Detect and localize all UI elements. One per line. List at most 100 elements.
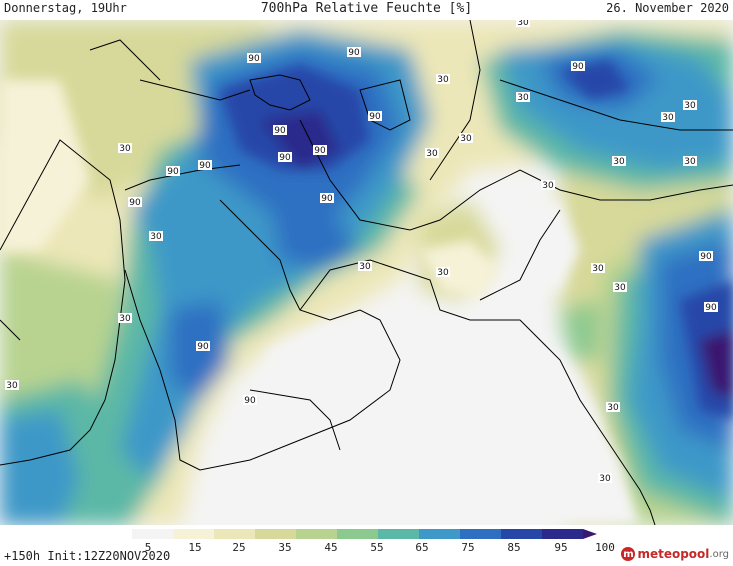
colorbar-segment bbox=[337, 529, 378, 539]
contour-label-box bbox=[198, 160, 212, 170]
contour-label-box bbox=[320, 193, 334, 203]
contour-label: 90 bbox=[348, 48, 360, 58]
contour-label-box bbox=[273, 125, 287, 135]
colorbar bbox=[132, 529, 597, 539]
contour-label-box bbox=[571, 61, 585, 71]
contour-label-box bbox=[612, 156, 626, 166]
contour-label-box bbox=[661, 112, 675, 122]
contour-label: 90 bbox=[700, 252, 712, 262]
colorbar-tick-label: 85 bbox=[507, 541, 521, 554]
contour-label-box bbox=[436, 74, 450, 84]
colorbar-tick-label: 5 bbox=[144, 541, 152, 554]
contour-label-box bbox=[128, 197, 142, 207]
contour-label-box bbox=[516, 92, 530, 102]
colorbar-tick-label: 15 bbox=[188, 541, 202, 554]
meteopool-logo: m meteopool .org bbox=[621, 545, 729, 563]
contour-label-box bbox=[5, 380, 19, 390]
colorbar-segment bbox=[132, 529, 173, 539]
contour-label: 30 bbox=[359, 262, 371, 272]
contour-label-box bbox=[166, 166, 180, 176]
init-time-label: +150h Init:12Z20NOV2020 bbox=[4, 549, 171, 563]
contour-label: 90 bbox=[321, 194, 333, 204]
humidity-map: 90 90 90 90 90 90 90 90 90 90 90 90 90 90 90 30 30 30 30 30… bbox=[0, 20, 733, 525]
colorbar-tick-label: 100 bbox=[595, 541, 615, 554]
colorbar-segment bbox=[419, 529, 460, 539]
contour-label-box bbox=[436, 267, 450, 277]
logo-tld: .org bbox=[709, 548, 729, 560]
colorbar-segment bbox=[460, 529, 501, 539]
contour-label: 30 bbox=[613, 157, 625, 167]
contour-label-box bbox=[541, 180, 555, 190]
colorbar-segment bbox=[378, 529, 419, 539]
contour-label-box bbox=[118, 313, 132, 323]
colorbar-tick-label: 95 bbox=[554, 541, 568, 554]
humidity-field-core bbox=[0, 60, 733, 525]
contour-label: 90 bbox=[197, 342, 209, 352]
contour-label: 30 bbox=[684, 101, 696, 111]
map-canvas: 90 90 90 90 90 90 90 90 90 90 90 90 90 90 90 30 30 30 30 30… bbox=[0, 20, 733, 525]
colorbar-segment bbox=[542, 529, 583, 539]
map-footer: 5 15 25 35 45 55 65 75 85 95 100 +150h Init:12Z20N… bbox=[0, 525, 733, 566]
colorbar-segment bbox=[214, 529, 255, 539]
contour-label-box bbox=[683, 100, 697, 110]
colorbar-tick-label: 75 bbox=[461, 541, 475, 554]
contour-label-box bbox=[598, 473, 612, 483]
contour-label-box bbox=[704, 302, 718, 312]
coastlines bbox=[0, 20, 733, 525]
contour-label: 30 bbox=[684, 157, 696, 167]
contour-label: 30 bbox=[662, 113, 674, 123]
contour-label-box bbox=[459, 133, 473, 143]
contour-label-box bbox=[196, 341, 210, 351]
map-title: 700hPa Relative Feuchte [%] bbox=[260, 1, 473, 16]
contour-labels: 90 90 90 90 90 90 90 90 90 90 90 90 90 90 90 30 30 30 30 30… bbox=[5, 20, 718, 484]
valid-day-label: Donnerstag, 19Uhr bbox=[4, 1, 127, 15]
contour-label: 90 bbox=[705, 303, 717, 313]
contour-label: 30 bbox=[592, 264, 604, 274]
map-header: Donnerstag, 19Uhr 700hPa Relative Feucht… bbox=[0, 0, 733, 20]
contour-label: 90 bbox=[199, 161, 211, 171]
contour-label-box bbox=[247, 53, 261, 63]
colorbar-segment bbox=[296, 529, 337, 539]
contour-label-box bbox=[591, 263, 605, 273]
contour-label-box bbox=[425, 148, 439, 158]
contour-label: 30 bbox=[607, 403, 619, 413]
contour-label: 30 bbox=[599, 474, 611, 484]
colorbar-tick-label: 25 bbox=[232, 541, 246, 554]
contour-label: 30 bbox=[517, 20, 529, 28]
colorbar-segment bbox=[255, 529, 296, 539]
contour-label-box bbox=[358, 261, 372, 271]
contour-label: 90 bbox=[274, 126, 286, 136]
contour-label: 90 bbox=[279, 153, 291, 163]
contour-label: 30 bbox=[426, 149, 438, 159]
contour-label: 90 bbox=[572, 62, 584, 72]
contour-label: 90 bbox=[248, 54, 260, 64]
contour-label: 30 bbox=[614, 283, 626, 293]
contour-label-box bbox=[278, 152, 292, 162]
colorbar-tick-label: 35 bbox=[278, 541, 292, 554]
contour-label: 30 bbox=[460, 134, 472, 144]
contour-label-box bbox=[243, 395, 257, 405]
contour-label-box bbox=[149, 231, 163, 241]
colorbar-segment bbox=[173, 529, 214, 539]
contour-label: 90 bbox=[244, 396, 256, 406]
contour-label: 90 bbox=[314, 146, 326, 156]
contour-label-box bbox=[347, 47, 361, 57]
contour-label-box bbox=[313, 145, 327, 155]
logo-name: meteopool bbox=[637, 547, 710, 561]
contour-label: 30 bbox=[150, 232, 162, 242]
contour-label: 30 bbox=[6, 381, 18, 391]
contour-label-box bbox=[683, 156, 697, 166]
contour-label: 30 bbox=[437, 268, 449, 278]
contour-label-box bbox=[368, 111, 382, 121]
colorbar-tick-label: 45 bbox=[324, 541, 338, 554]
contour-label: 30 bbox=[542, 181, 554, 191]
contour-label: 30 bbox=[437, 75, 449, 85]
contour-label-box bbox=[516, 20, 530, 27]
contour-label-box bbox=[699, 251, 713, 261]
contour-label-box bbox=[613, 282, 627, 292]
contour-label-box bbox=[118, 143, 132, 153]
contour-label: 30 bbox=[119, 314, 131, 324]
logo-icon: m bbox=[621, 547, 636, 561]
contour-label: 30 bbox=[119, 144, 131, 154]
contour-label: 30 bbox=[517, 93, 529, 103]
